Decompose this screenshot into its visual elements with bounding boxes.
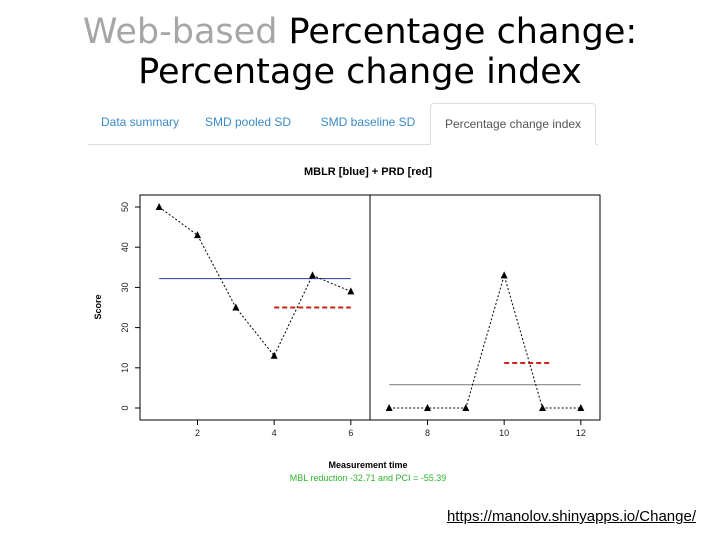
data-point-b-2	[424, 404, 431, 411]
x-axis-label: Measurement time	[328, 460, 407, 470]
x-axis: 2 4 6 8 10 12	[195, 420, 586, 438]
tab-bar: Data summary SMD pooled SD SMD baseline …	[88, 102, 598, 145]
data-series-group	[155, 203, 585, 411]
data-point-a-4	[270, 351, 278, 359]
reference-lines-group	[159, 277, 581, 386]
data-point-b-3	[462, 404, 470, 411]
y-axis-label: Score	[93, 294, 103, 319]
data-point-b-4	[500, 271, 508, 279]
slide-title-line1: Web-based Percentage change:	[0, 12, 720, 52]
plot-title: MBLR [blue] + PRD [red]	[304, 166, 432, 178]
tab-percentage-change-index[interactable]: Percentage change index	[430, 103, 596, 145]
y-tick-label-30: 30	[120, 282, 130, 292]
x-tick-label-10: 10	[499, 428, 509, 438]
series-line-phase-a	[158, 206, 352, 357]
slide-title: Web-based Percentage change: Percentage …	[0, 12, 720, 92]
data-point-a-1	[155, 203, 163, 210]
data-point-a-3	[232, 303, 240, 311]
y-axis: 0 10 20 30 40 50	[120, 202, 140, 411]
tab-smd-baseline-sd[interactable]: SMD baseline SD	[320, 115, 416, 129]
app-url-link[interactable]: https://manolov.shinyapps.io/Change/	[446, 508, 696, 525]
x-tick-label-6: 6	[348, 428, 353, 438]
y-tick-label-10: 10	[120, 363, 130, 373]
title-muted-word: Web-based	[82, 12, 278, 52]
x-tick-label-4: 4	[272, 428, 277, 438]
results-plot: MBLR [blue] + PRD [red] 2 4 6 8 10 12 0 10 20 30…	[93, 166, 601, 483]
data-point-b-5	[539, 404, 546, 411]
result-caption: MBL reduction -32.71 and PCI = -55.39	[290, 473, 447, 483]
y-tick-label-20: 20	[120, 323, 130, 333]
data-point-a-6	[347, 287, 355, 295]
y-tick-label-50: 50	[120, 202, 130, 212]
data-point-b-6	[577, 404, 585, 411]
tab-data-summary[interactable]: Data summary	[100, 115, 180, 129]
y-tick-label-40: 40	[120, 242, 130, 252]
y-tick-label-0: 0	[120, 405, 130, 410]
data-point-a-5	[309, 271, 316, 279]
tab-smd-pooled-sd[interactable]: SMD pooled SD	[204, 115, 292, 129]
x-tick-label-12: 12	[576, 428, 586, 438]
data-point-a-2	[194, 231, 201, 239]
series-line-phase-b	[389, 273, 581, 409]
title-main-words: Percentage change:	[277, 12, 638, 52]
slide-title-line2: Percentage change index	[138, 52, 582, 92]
x-tick-label-2: 2	[195, 428, 200, 438]
x-tick-label-8: 8	[425, 428, 430, 438]
data-point-b-1	[385, 404, 393, 411]
